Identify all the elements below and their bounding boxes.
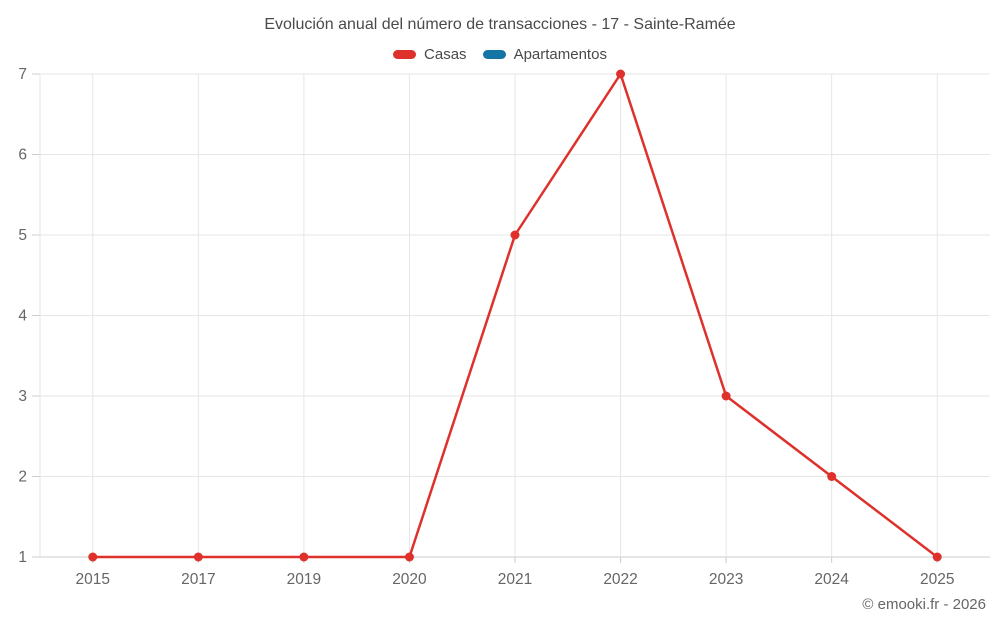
chart-legend: Casas Apartamentos [0,46,1000,63]
y-tick-label: 4 [18,308,27,325]
chart-title: Evolución anual del número de transaccio… [264,16,736,33]
data-point[interactable] [616,69,626,79]
data-point[interactable] [299,552,309,562]
data-point[interactable] [827,472,837,481]
x-tick-label: 2023 [709,571,743,588]
x-tick-label: 2020 [392,571,427,588]
x-tick-label: 2017 [181,571,215,588]
x-tick-label: 2021 [498,571,532,588]
data-point[interactable] [193,552,203,562]
x-tick-label: 2024 [814,571,849,588]
x-tick-label: 2025 [920,571,954,588]
y-tick-label: 5 [18,227,27,244]
legend-swatch [482,50,506,59]
x-tick-label: 2019 [287,571,321,588]
x-tick-label: 2015 [76,571,110,588]
legend-item-casas[interactable]: Casas [393,46,467,63]
y-tick-label: 2 [18,469,27,486]
y-tick-label: 1 [18,549,27,566]
legend-swatch [393,50,417,59]
data-point[interactable] [404,552,414,562]
x-tick-label: 2022 [603,571,637,588]
data-point[interactable] [932,552,942,562]
data-point[interactable] [88,552,98,562]
y-tick-label: 7 [18,66,27,83]
data-point[interactable] [510,230,520,240]
data-point[interactable] [721,391,731,401]
legend-label: Casas [424,46,467,63]
legend-label: Apartamentos [513,46,607,63]
chart-footer-credit: © emooki.fr - 2026 [862,596,986,613]
legend-item-apartamentos[interactable]: Apartamentos [482,46,607,63]
y-tick-label: 3 [18,388,27,405]
y-tick-label: 6 [18,147,27,164]
